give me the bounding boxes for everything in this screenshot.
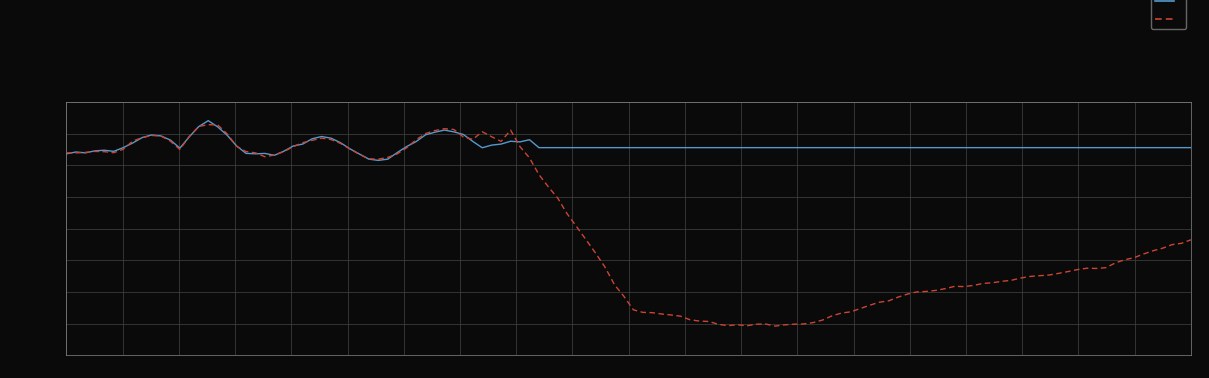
Legend: , : , bbox=[1151, 0, 1186, 28]
